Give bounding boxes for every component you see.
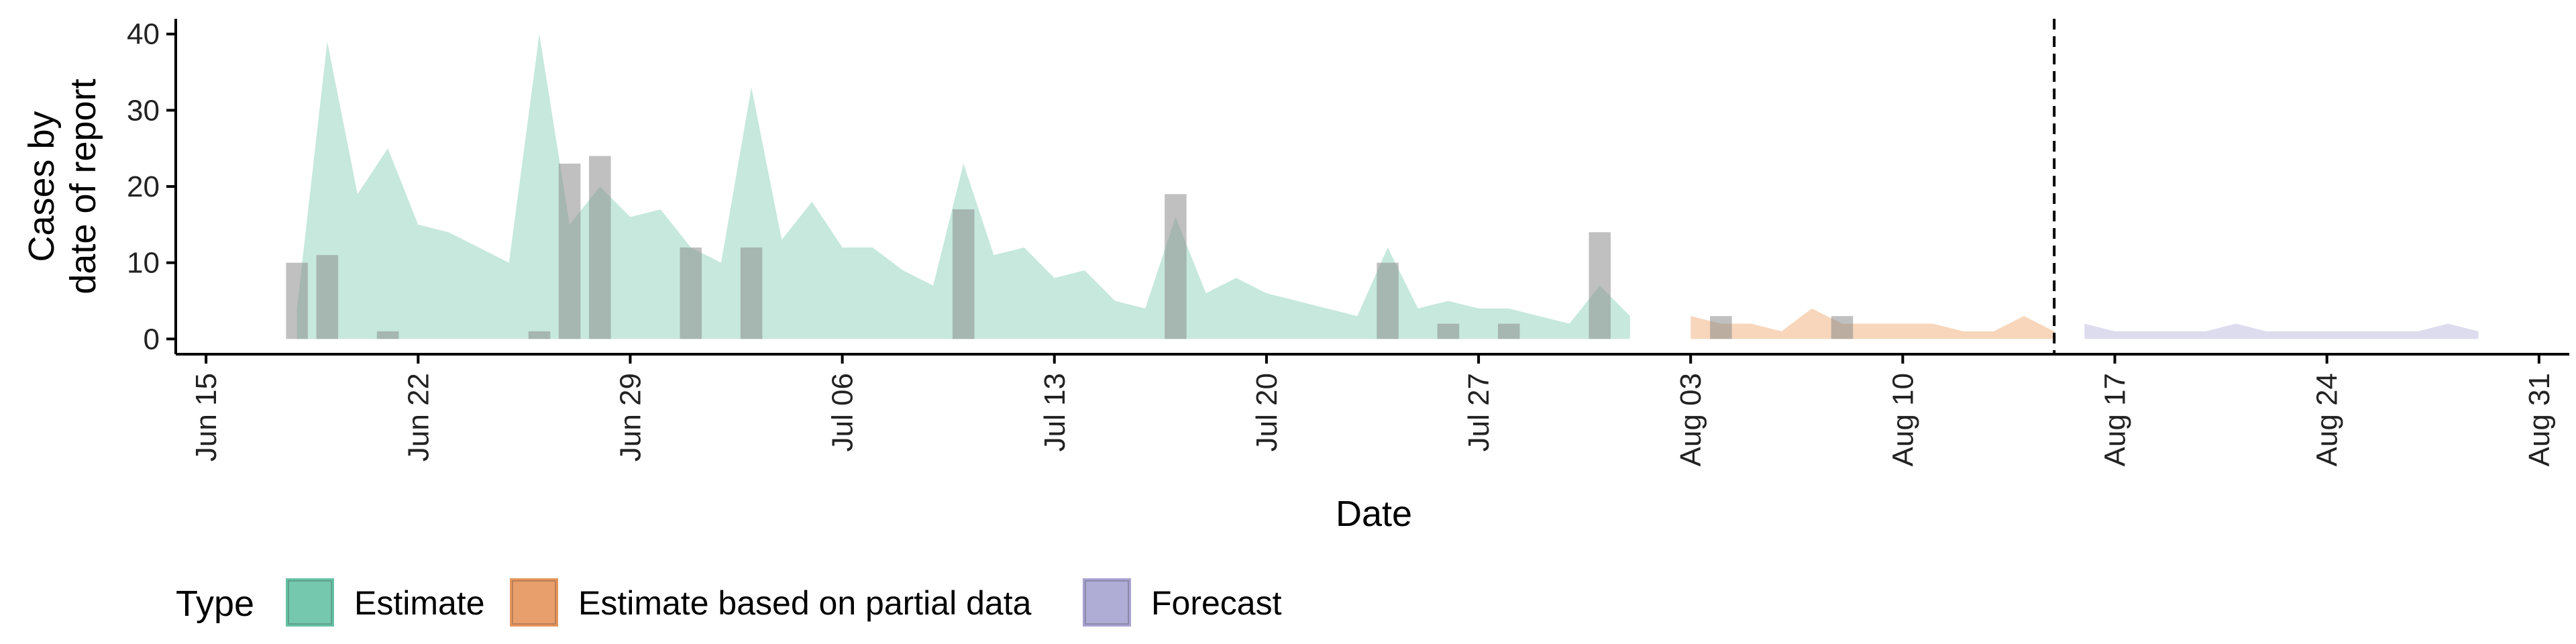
case-bar bbox=[741, 248, 763, 339]
legend-key-0 bbox=[287, 580, 333, 625]
legend-key-1 bbox=[511, 580, 557, 625]
x-tick-label: Jul 27 bbox=[1462, 373, 1495, 451]
legend-label-0: Estimate bbox=[354, 584, 485, 622]
y-tick-label: 40 bbox=[127, 18, 160, 51]
y-tick-label: 10 bbox=[127, 247, 160, 280]
tick-labels: 0 10 20 30 40 Jun 15 Jun 22 Jun 29 Jul 06 Jul 13 J… bbox=[127, 18, 2556, 467]
case-bar bbox=[1589, 232, 1611, 339]
x-axis-title: Date bbox=[1336, 494, 1412, 534]
case-bar bbox=[286, 263, 308, 339]
x-tick-label: Jun 22 bbox=[402, 373, 435, 462]
legend-label-1: Estimate based on partial data bbox=[578, 584, 1032, 622]
y-axis-title-line-2: date of report bbox=[63, 78, 103, 294]
x-tick-label: Aug 03 bbox=[1674, 373, 1707, 466]
legend-label-2: Forecast bbox=[1151, 584, 1282, 622]
x-tick-label: Aug 10 bbox=[1886, 373, 1919, 466]
x-tick-label: Aug 24 bbox=[2311, 373, 2344, 466]
y-axis-title-line-1: Cases by bbox=[21, 111, 62, 262]
x-tick-label: Jul 06 bbox=[826, 373, 859, 451]
case-bar bbox=[529, 331, 551, 339]
case-bar bbox=[589, 156, 611, 339]
x-tick-label: Jun 29 bbox=[614, 373, 647, 462]
area-2 bbox=[2084, 324, 2478, 339]
x-tick-label: Jul 20 bbox=[1250, 373, 1283, 451]
case-bar bbox=[1165, 194, 1187, 339]
case-bar bbox=[377, 331, 399, 339]
case-bar bbox=[1498, 324, 1520, 339]
legend: Type Estimate Estimate based on partial d… bbox=[176, 580, 1282, 625]
y-tick-label: 30 bbox=[127, 94, 160, 127]
case-bar bbox=[953, 209, 975, 339]
case-bar bbox=[680, 248, 702, 339]
case-bar bbox=[1377, 263, 1399, 339]
legend-title: Type bbox=[176, 584, 254, 624]
case-bar bbox=[317, 255, 339, 339]
case-bar bbox=[1438, 324, 1460, 339]
case-bar bbox=[559, 164, 581, 339]
x-tick-label: Aug 17 bbox=[2099, 373, 2132, 466]
area-1 bbox=[1690, 309, 2054, 339]
legend-key-2 bbox=[1084, 580, 1130, 625]
x-tick-label: Jun 15 bbox=[190, 373, 223, 462]
case-bar bbox=[1710, 316, 1732, 339]
y-tick-label: 0 bbox=[144, 323, 160, 356]
x-tick-label: Jul 13 bbox=[1038, 373, 1071, 451]
case-bar bbox=[1831, 316, 1854, 339]
x-tick-label: Aug 31 bbox=[2523, 373, 2556, 466]
y-tick-label: 20 bbox=[127, 170, 160, 203]
